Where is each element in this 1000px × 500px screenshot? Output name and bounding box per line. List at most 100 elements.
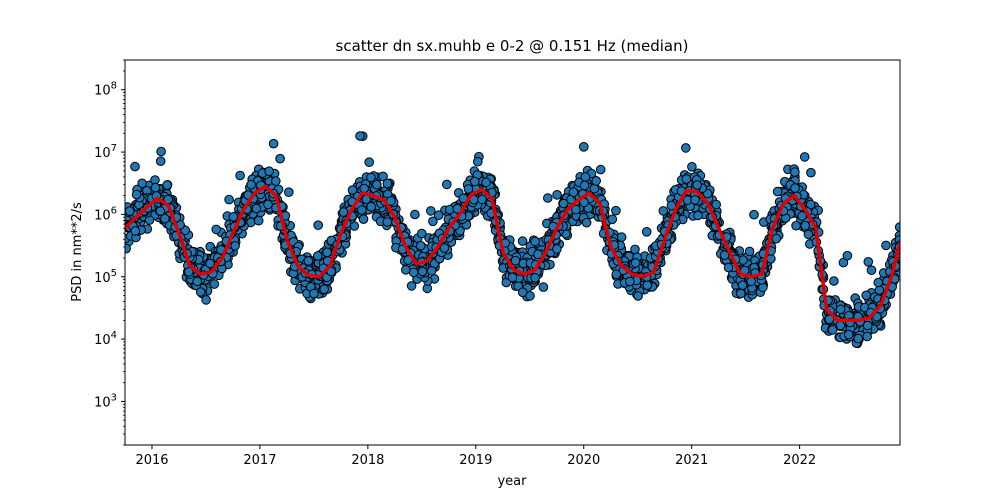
scatter-point [253, 215, 264, 226]
scatter-point [125, 243, 131, 254]
scatter-point [406, 281, 417, 291]
scatter-point [125, 206, 135, 216]
scatter-point [284, 187, 294, 197]
scatter-point [131, 189, 142, 200]
scatter-point [862, 331, 873, 342]
scatter-point [580, 172, 591, 182]
scatter-point [246, 179, 256, 190]
scatter-point [366, 202, 377, 212]
scatter-point [658, 206, 669, 216]
scatter-point [355, 131, 365, 141]
scatter-point [558, 198, 569, 209]
scatter-point [533, 249, 543, 260]
scatter-point [806, 167, 816, 178]
scatter-point [862, 320, 873, 331]
scatter-point [162, 180, 172, 190]
scatter-point [517, 287, 528, 298]
scatter-point [313, 220, 324, 230]
scatter-point [736, 288, 746, 299]
y-tick-label: 106 [94, 205, 117, 223]
scatter-point [473, 156, 483, 167]
plot-frame [124, 59, 901, 446]
scatter-point [530, 273, 540, 283]
scatter-point [417, 228, 427, 239]
scatter-point [463, 184, 474, 194]
scatter-point [130, 226, 141, 236]
scatter-point [364, 157, 375, 167]
scatter-point [861, 290, 872, 301]
median-line-layer [125, 184, 900, 323]
scatter-point [428, 216, 438, 227]
x-tick-label: 2017 [243, 453, 276, 468]
scatter-point [824, 314, 835, 325]
scatter-point [530, 236, 540, 247]
scatter-point [309, 288, 319, 299]
scatter-point [595, 164, 606, 175]
scatter-point [799, 152, 810, 162]
scatter-point [791, 220, 801, 231]
scatter-point [863, 257, 874, 267]
scatter-point [205, 258, 215, 269]
x-tick-label: 2022 [783, 453, 816, 468]
scatter-point [790, 167, 800, 177]
x-tick-label: 2019 [459, 453, 492, 468]
scatter-point [251, 203, 262, 214]
scatter-point [543, 193, 553, 203]
scatter-point [552, 190, 562, 200]
scatter-point [690, 195, 700, 205]
scatter-point [803, 229, 814, 240]
scatter-point [510, 255, 521, 266]
scatter-point [797, 211, 807, 221]
scatter-point [790, 183, 800, 193]
scatter-point [827, 325, 838, 335]
scatter-point [591, 176, 602, 186]
y-tick-label: 103 [94, 392, 117, 410]
scatter-point [470, 176, 480, 187]
scatter-point [517, 236, 528, 246]
x-tick-label: 2016 [135, 453, 168, 468]
x-tick-label: 2018 [351, 453, 384, 468]
scatter-point [842, 250, 853, 261]
x-tick-label: 2021 [675, 453, 708, 468]
y-axis: 103 104 105 106 107 108 [94, 59, 125, 446]
scatter-point [401, 265, 411, 275]
scatter-point [772, 186, 783, 197]
scatter-point [271, 176, 281, 186]
scatter-point [630, 244, 640, 255]
scatter-point [630, 258, 641, 268]
scatter-point [581, 217, 592, 228]
scatter-point [749, 209, 759, 220]
scatter-point [224, 194, 234, 205]
scatter-point [275, 153, 285, 164]
scatter-point [160, 213, 170, 224]
scatter-point [843, 329, 854, 340]
scatter-point [625, 276, 635, 287]
x-tick-label: 2020 [567, 453, 600, 468]
scatter-point [263, 199, 273, 210]
scatter-point [607, 214, 618, 225]
scatter-point [681, 143, 691, 153]
scatter-point [347, 185, 358, 195]
scatter-point [372, 179, 382, 190]
scatter-point [235, 170, 245, 181]
scatter-point [693, 210, 703, 221]
scatter-point [866, 265, 877, 276]
scatter-point [641, 227, 652, 237]
scatter-point [130, 161, 140, 172]
scatter-point [744, 246, 755, 257]
x-axis-label: year [497, 474, 527, 489]
scatter-point [156, 146, 166, 157]
scatter-point [366, 172, 376, 183]
scatter-point [426, 206, 436, 216]
scatter-point [426, 266, 437, 276]
scatter-point [338, 207, 349, 217]
scatter-point [616, 232, 627, 242]
scatter-point [771, 233, 782, 244]
scatter-point [692, 180, 702, 190]
scatter-point [137, 178, 147, 189]
scatter-point [711, 199, 722, 210]
scatter-point [303, 256, 314, 266]
scatter-point [481, 177, 491, 188]
median-line [125, 184, 900, 323]
y-tick-label: 104 [94, 330, 117, 348]
